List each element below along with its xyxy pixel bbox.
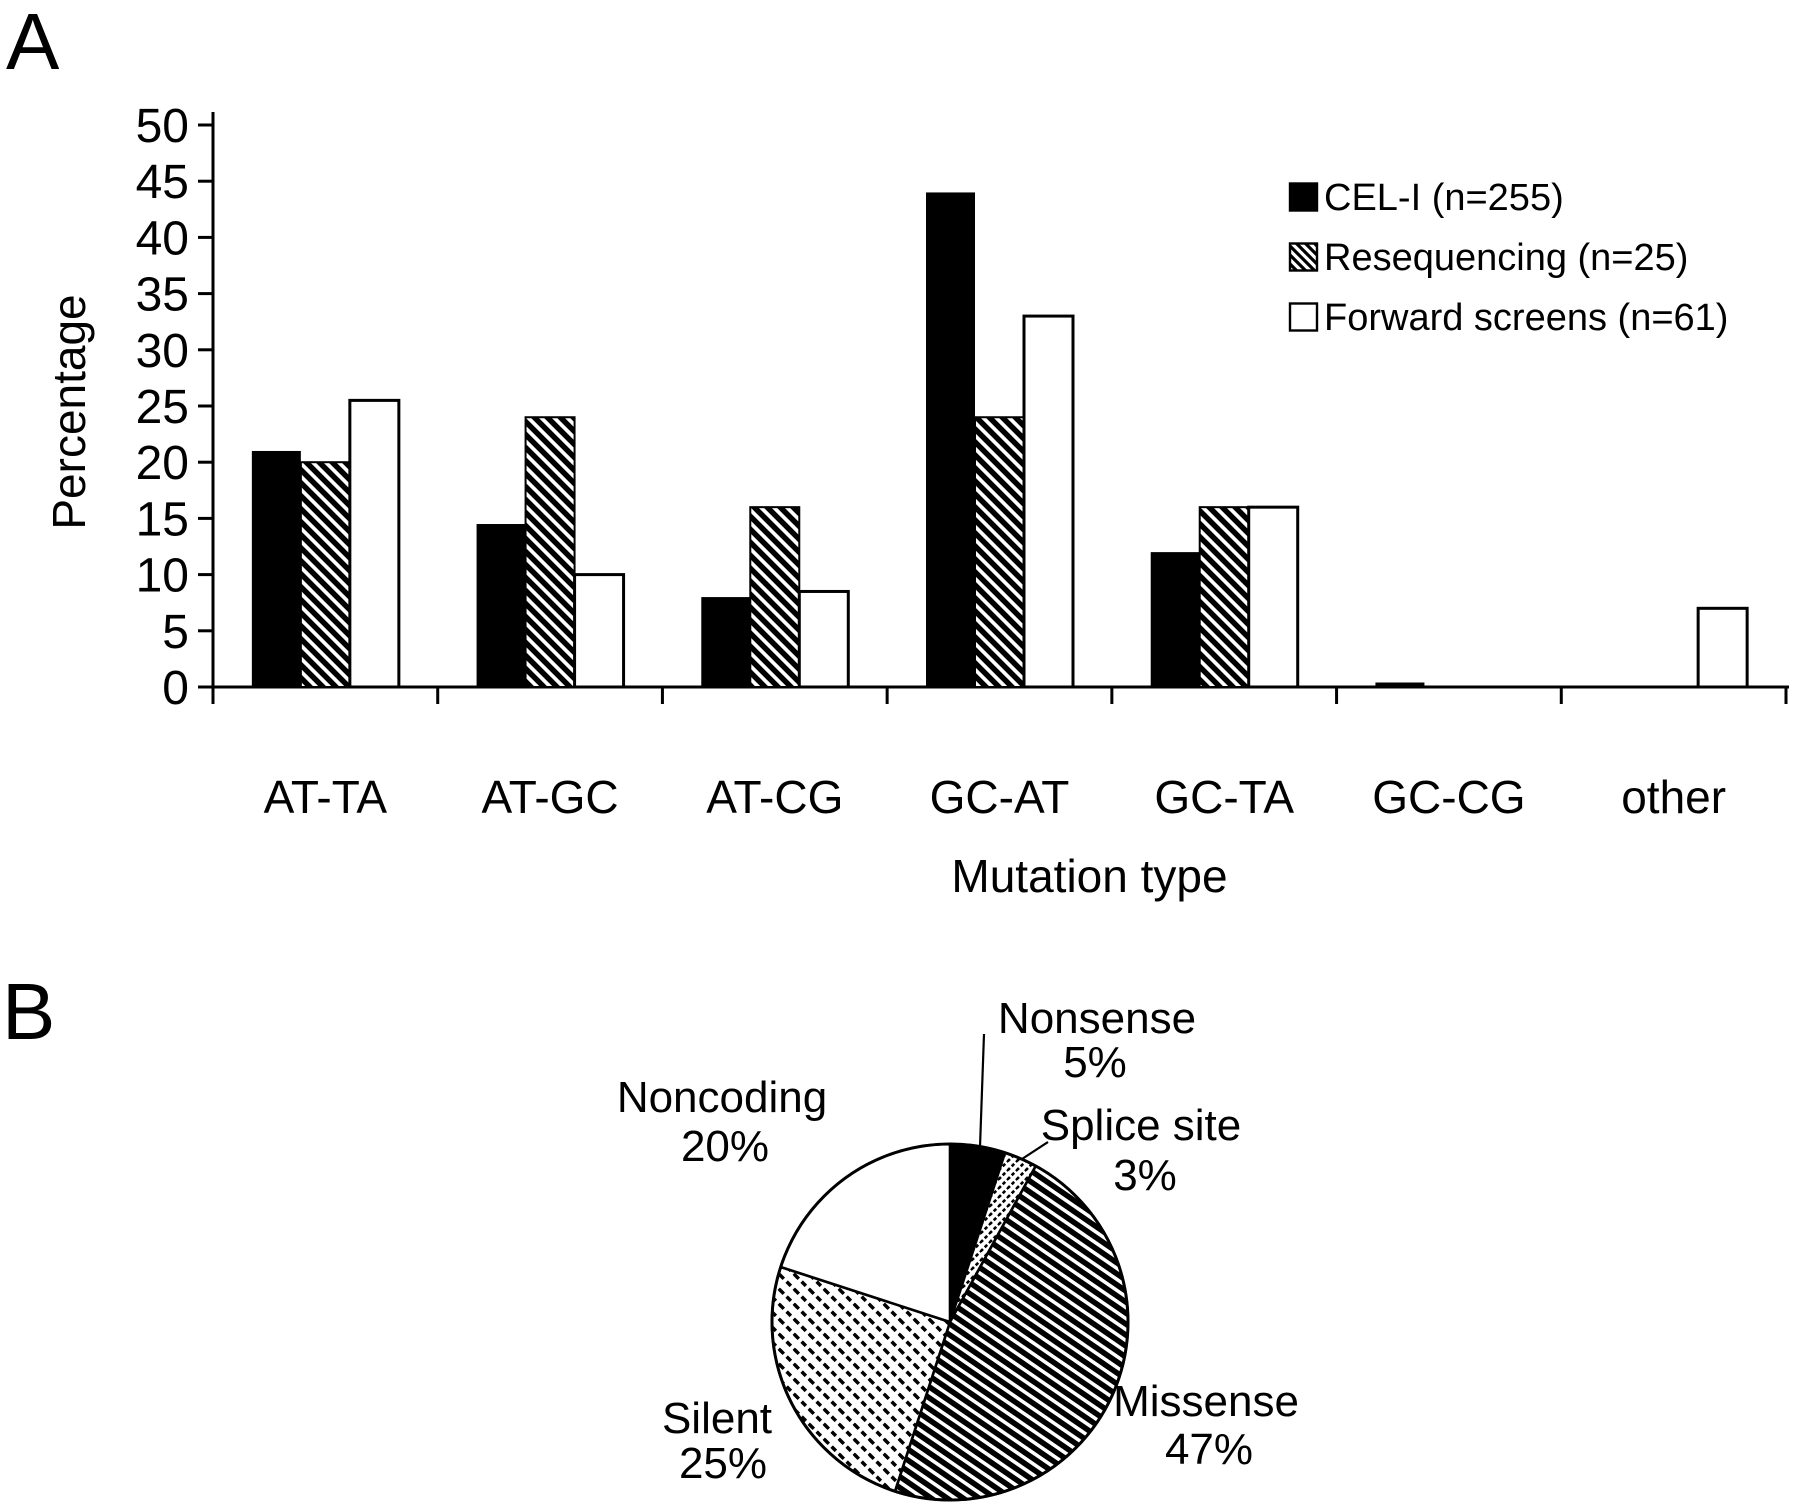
- category-label: GC-TA: [1154, 771, 1294, 823]
- pie-pct-silent: 25%: [679, 1439, 767, 1488]
- category-label: other: [1621, 771, 1726, 823]
- y-tick-label: 50: [136, 100, 189, 153]
- legend-swatch-icon: [1288, 242, 1319, 272]
- y-axis-title: Percentage: [43, 294, 95, 529]
- y-tick-label: 10: [136, 550, 189, 603]
- y-tick-label: 30: [136, 325, 189, 378]
- bar-resequencing-GC-TA: [1198, 506, 1250, 688]
- category-label: AT-GC: [481, 771, 618, 823]
- y-tick-label: 20: [136, 437, 189, 490]
- legend-label: Resequencing (n=25): [1324, 237, 1688, 279]
- bar-cel-i-AT-CG: [701, 597, 751, 687]
- bar-cel-i-GC-TA: [1150, 552, 1200, 687]
- pie-label-splice-site: Splice site: [1041, 1101, 1242, 1150]
- pie-label-nonsense: Nonsense: [998, 994, 1196, 1043]
- legend-item: Resequencing (n=25): [1288, 237, 1688, 279]
- bar-forward-AT-CG: [797, 589, 850, 689]
- category-label: GC-AT: [930, 771, 1070, 823]
- bar-resequencing-GC-AT: [974, 416, 1025, 688]
- pie-pct-splice-site: 3%: [1113, 1151, 1177, 1200]
- pie-pct-nonsense: 5%: [1063, 1038, 1127, 1087]
- pie-pct-noncoding: 20%: [681, 1122, 769, 1171]
- bar-forward-GC-AT: [1022, 314, 1075, 689]
- bar-forward-other: [1696, 606, 1749, 689]
- category-label: AT-TA: [264, 771, 388, 823]
- y-tick-label: 0: [162, 662, 189, 715]
- panel-a-label: A: [6, 0, 60, 86]
- bar-resequencing-AT-GC: [524, 416, 576, 688]
- category-label: GC-CG: [1372, 771, 1525, 823]
- pie-pct-missense: 47%: [1165, 1425, 1253, 1474]
- pie-label-missense: Missense: [1113, 1377, 1299, 1426]
- bar-cel-i-AT-TA: [251, 450, 301, 687]
- legend-swatch-icon: [1288, 302, 1319, 332]
- pie-outline: [770, 1142, 1130, 1502]
- bar-forward-GC-TA: [1247, 505, 1300, 689]
- y-tick-label: 15: [136, 493, 189, 546]
- leader-line-splice-site: [1021, 1141, 1049, 1160]
- legend-item: CEL-I (n=255): [1288, 177, 1564, 219]
- legend-item: Forward screens (n=61): [1288, 297, 1728, 339]
- legend-label: CEL-I (n=255): [1324, 177, 1564, 219]
- bar-cel-i-GC-CG: [1375, 682, 1425, 687]
- panel-b-label: B: [2, 967, 56, 1056]
- bar-cel-i-GC-AT: [926, 192, 975, 687]
- leader-line-nonsense: [978, 1033, 986, 1148]
- bar-resequencing-AT-CG: [749, 506, 801, 688]
- bar-forward-AT-GC: [573, 573, 626, 689]
- bar-cel-i-AT-GC: [476, 524, 526, 687]
- y-tick-label: 40: [136, 212, 189, 265]
- x-axis-title: Mutation type: [951, 850, 1227, 902]
- category-label: AT-CG: [706, 771, 843, 823]
- bar-resequencing-AT-TA: [299, 461, 351, 689]
- legend-label: Forward screens (n=61): [1324, 297, 1728, 339]
- y-tick-label: 5: [162, 606, 189, 659]
- y-tick-label: 25: [136, 381, 189, 434]
- legend-swatch-icon: [1288, 182, 1319, 212]
- y-tick-label: 45: [136, 156, 189, 209]
- y-tick-label: 35: [136, 269, 189, 322]
- pie-label-noncoding: Noncoding: [617, 1073, 827, 1122]
- bar-forward-AT-TA: [348, 398, 401, 689]
- pie-label-silent: Silent: [662, 1394, 772, 1443]
